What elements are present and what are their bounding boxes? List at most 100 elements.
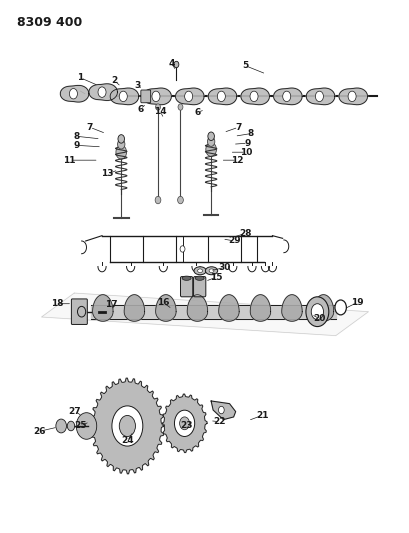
Text: 6: 6: [194, 108, 200, 117]
Polygon shape: [338, 88, 366, 104]
Circle shape: [173, 61, 178, 68]
Polygon shape: [273, 88, 301, 104]
Circle shape: [249, 91, 257, 102]
Text: 2: 2: [111, 76, 117, 85]
FancyBboxPatch shape: [141, 90, 150, 103]
Circle shape: [179, 417, 189, 430]
Circle shape: [205, 143, 216, 157]
Text: 7: 7: [86, 123, 93, 132]
Polygon shape: [162, 394, 207, 453]
Text: 29: 29: [227, 237, 240, 246]
Polygon shape: [41, 293, 368, 336]
Text: 7: 7: [235, 123, 241, 132]
Text: 27: 27: [69, 407, 81, 416]
Text: 8309 400: 8309 400: [17, 15, 82, 29]
FancyBboxPatch shape: [180, 277, 192, 297]
Circle shape: [67, 421, 74, 431]
Text: 11: 11: [63, 156, 75, 165]
Circle shape: [112, 406, 142, 446]
Text: 22: 22: [213, 417, 225, 426]
Polygon shape: [306, 88, 334, 104]
Circle shape: [334, 300, 346, 315]
Ellipse shape: [195, 276, 204, 280]
Text: 1: 1: [77, 73, 83, 82]
Polygon shape: [240, 88, 269, 104]
Text: 25: 25: [74, 422, 86, 431]
Circle shape: [116, 146, 126, 159]
Circle shape: [347, 91, 355, 102]
Polygon shape: [60, 85, 89, 102]
Text: 12: 12: [230, 156, 243, 165]
Text: 9: 9: [244, 139, 250, 148]
Circle shape: [178, 104, 182, 110]
Text: 18: 18: [51, 299, 63, 308]
Circle shape: [184, 91, 192, 102]
Text: 23: 23: [180, 422, 192, 431]
Text: 13: 13: [101, 169, 114, 179]
Circle shape: [119, 91, 127, 102]
Polygon shape: [143, 88, 171, 104]
Circle shape: [76, 413, 97, 439]
Text: 9: 9: [73, 141, 79, 150]
Text: 28: 28: [238, 229, 251, 238]
Circle shape: [180, 246, 184, 252]
Circle shape: [98, 87, 106, 98]
Circle shape: [152, 91, 160, 102]
Text: 24: 24: [121, 437, 133, 446]
Polygon shape: [208, 88, 236, 104]
Text: 5: 5: [241, 61, 247, 70]
Polygon shape: [218, 295, 238, 321]
Text: 10: 10: [239, 148, 252, 157]
Text: 16: 16: [157, 298, 169, 307]
Polygon shape: [312, 295, 333, 321]
Circle shape: [77, 306, 85, 317]
Ellipse shape: [197, 269, 202, 272]
Text: 26: 26: [33, 427, 46, 436]
Ellipse shape: [205, 266, 217, 274]
Circle shape: [315, 91, 323, 102]
Circle shape: [78, 415, 94, 437]
Polygon shape: [249, 295, 270, 321]
FancyBboxPatch shape: [193, 277, 205, 297]
Polygon shape: [187, 295, 207, 321]
Circle shape: [177, 196, 183, 204]
Text: 6: 6: [137, 104, 143, 114]
Circle shape: [155, 104, 160, 110]
Circle shape: [218, 406, 224, 414]
Circle shape: [117, 140, 125, 149]
Circle shape: [305, 297, 328, 327]
Polygon shape: [211, 401, 235, 419]
Polygon shape: [110, 88, 138, 104]
Text: 20: 20: [312, 314, 325, 323]
Circle shape: [56, 419, 66, 433]
Text: 15: 15: [210, 273, 222, 281]
Circle shape: [69, 88, 77, 99]
Ellipse shape: [193, 266, 206, 274]
Text: 3: 3: [134, 81, 140, 90]
Polygon shape: [92, 295, 113, 321]
Polygon shape: [281, 295, 301, 321]
Polygon shape: [89, 84, 117, 100]
Circle shape: [207, 137, 214, 147]
Polygon shape: [90, 378, 164, 474]
Circle shape: [119, 415, 135, 437]
Circle shape: [282, 91, 290, 102]
FancyBboxPatch shape: [71, 299, 87, 325]
Ellipse shape: [182, 276, 191, 280]
Text: 30: 30: [218, 263, 230, 272]
Circle shape: [174, 410, 194, 437]
Text: 19: 19: [350, 298, 362, 307]
Text: 8: 8: [247, 129, 253, 138]
Circle shape: [81, 418, 92, 433]
Polygon shape: [124, 295, 144, 321]
Polygon shape: [155, 295, 176, 321]
Circle shape: [207, 132, 214, 141]
Ellipse shape: [209, 269, 213, 272]
Circle shape: [310, 304, 323, 320]
Polygon shape: [175, 88, 204, 104]
Circle shape: [217, 91, 225, 102]
Text: 21: 21: [255, 411, 268, 420]
Text: 8: 8: [73, 132, 79, 141]
Text: 17: 17: [104, 300, 117, 309]
Text: 14: 14: [153, 107, 166, 116]
